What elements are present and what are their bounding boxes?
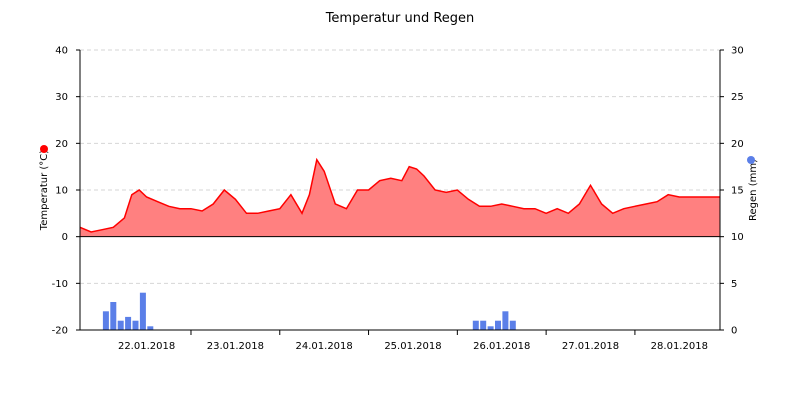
x-tick-label: 22.01.2018 <box>118 341 175 352</box>
temperature-legend-dot <box>40 145 48 153</box>
x-tick-label: 28.01.2018 <box>651 341 708 352</box>
left-tick-label: -20 <box>52 326 68 337</box>
left-axis-ticks: 40 30 20 10 0 -10 -20 <box>52 46 80 337</box>
x-axis-ticks: 22.01.2018 23.01.2018 24.01.2018 25.01.2018… <box>118 330 708 352</box>
left-tick-label: 20 <box>55 139 68 150</box>
left-axis-label: Temperatur (°C) <box>39 150 50 231</box>
right-tick-label: 10 <box>731 232 744 243</box>
rain-bar <box>502 311 509 330</box>
x-tick-label: 23.01.2018 <box>207 341 264 352</box>
rain-bar <box>125 316 132 330</box>
rain-bar-layer <box>102 292 516 330</box>
right-axis-label: Regen (mm) <box>748 159 759 221</box>
left-tick-label: 30 <box>55 92 68 103</box>
rain-bar <box>132 320 139 330</box>
left-tick-label: 0 <box>62 232 68 243</box>
grid-lines <box>80 49 720 284</box>
x-tick-label: 24.01.2018 <box>296 341 353 352</box>
x-tick-label: 25.01.2018 <box>384 341 441 352</box>
right-tick-label: 25 <box>731 92 744 103</box>
left-axis-title: Temperatur (°C) <box>39 150 50 231</box>
left-tick-label: -10 <box>52 279 68 290</box>
right-tick-label: 5 <box>731 279 737 290</box>
left-tick-label: 40 <box>55 46 68 57</box>
rain-bar <box>102 311 109 330</box>
left-tick-label: 10 <box>55 186 68 197</box>
temperature-area <box>80 159 720 237</box>
rain-bar <box>487 326 494 330</box>
x-tick-label: 26.01.2018 <box>473 341 530 352</box>
right-tick-label: 0 <box>731 326 737 337</box>
right-axis-ticks: 30 25 20 15 10 5 0 <box>720 46 744 337</box>
rain-bar <box>472 320 479 330</box>
right-axis-title: Regen (mm) <box>748 159 759 221</box>
right-tick-label: 20 <box>731 139 744 150</box>
right-tick-label: 15 <box>731 186 744 197</box>
temperature-line <box>79 157 720 233</box>
rain-bar <box>110 302 117 330</box>
rain-bar <box>480 320 487 330</box>
x-tick-label: 27.01.2018 <box>562 341 619 352</box>
rain-legend-dot <box>747 156 755 164</box>
right-tick-label: 30 <box>731 46 744 57</box>
rain-bar <box>117 320 124 330</box>
rain-bar <box>509 320 516 330</box>
rain-bar <box>139 292 146 330</box>
rain-bar <box>495 320 501 330</box>
rain-bar <box>147 326 154 330</box>
chart-title: Temperatur und Regen <box>325 11 475 26</box>
temperature-area-layer <box>79 157 720 238</box>
